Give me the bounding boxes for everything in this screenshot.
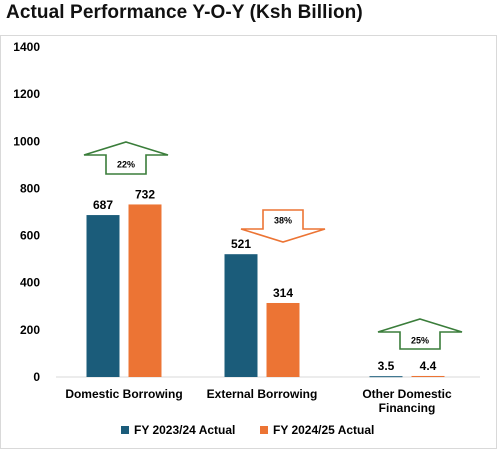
- legend-swatch: [121, 426, 129, 434]
- arrow-up-icon: [377, 318, 463, 350]
- data-label: 3.5: [378, 359, 395, 373]
- y-tick-label: 600: [20, 229, 40, 243]
- y-tick-label: 400: [20, 276, 40, 290]
- y-tick-label: 1000: [13, 134, 40, 148]
- bar-fy2024-25-0: [128, 204, 162, 377]
- bar-fy2023-24-2: [369, 376, 403, 378]
- arrow-down-icon: [240, 209, 326, 243]
- x-category-label: Other Domestic: [362, 387, 452, 401]
- legend-swatch: [260, 426, 268, 434]
- bar-fy2024-25-1: [266, 302, 300, 377]
- legend-label: FY 2024/25 Actual: [273, 423, 374, 437]
- y-tick-label: 1200: [13, 87, 40, 101]
- x-category-label: Domestic Borrowing: [65, 387, 182, 401]
- data-label: 732: [135, 187, 155, 201]
- change-percent-label: 38%: [274, 216, 292, 226]
- x-category-label: External Borrowing: [207, 387, 318, 401]
- y-tick-label: 800: [20, 181, 40, 195]
- change-percent-label: 22%: [117, 160, 135, 170]
- data-label: 687: [93, 198, 113, 212]
- chart-frame: [0, 35, 497, 449]
- change-percent-label: 25%: [411, 336, 429, 346]
- data-label: 314: [273, 286, 293, 300]
- bar-fy2023-24-0: [86, 215, 120, 377]
- chart-title: Actual Performance Y-O-Y (Ksh Billion): [6, 2, 363, 23]
- bar-fy2023-24-1: [224, 254, 258, 377]
- data-label: 4.4: [420, 359, 437, 373]
- bar-fy2024-25-2: [411, 375, 445, 377]
- data-label: 521: [231, 237, 251, 251]
- y-tick-label: 1400: [13, 40, 40, 54]
- y-tick-label: 0: [33, 370, 40, 384]
- arrow-up-icon: [83, 141, 169, 175]
- y-tick-label: 200: [20, 323, 40, 337]
- x-category-label: Financing: [379, 401, 436, 415]
- legend-label: FY 2023/24 Actual: [134, 423, 235, 437]
